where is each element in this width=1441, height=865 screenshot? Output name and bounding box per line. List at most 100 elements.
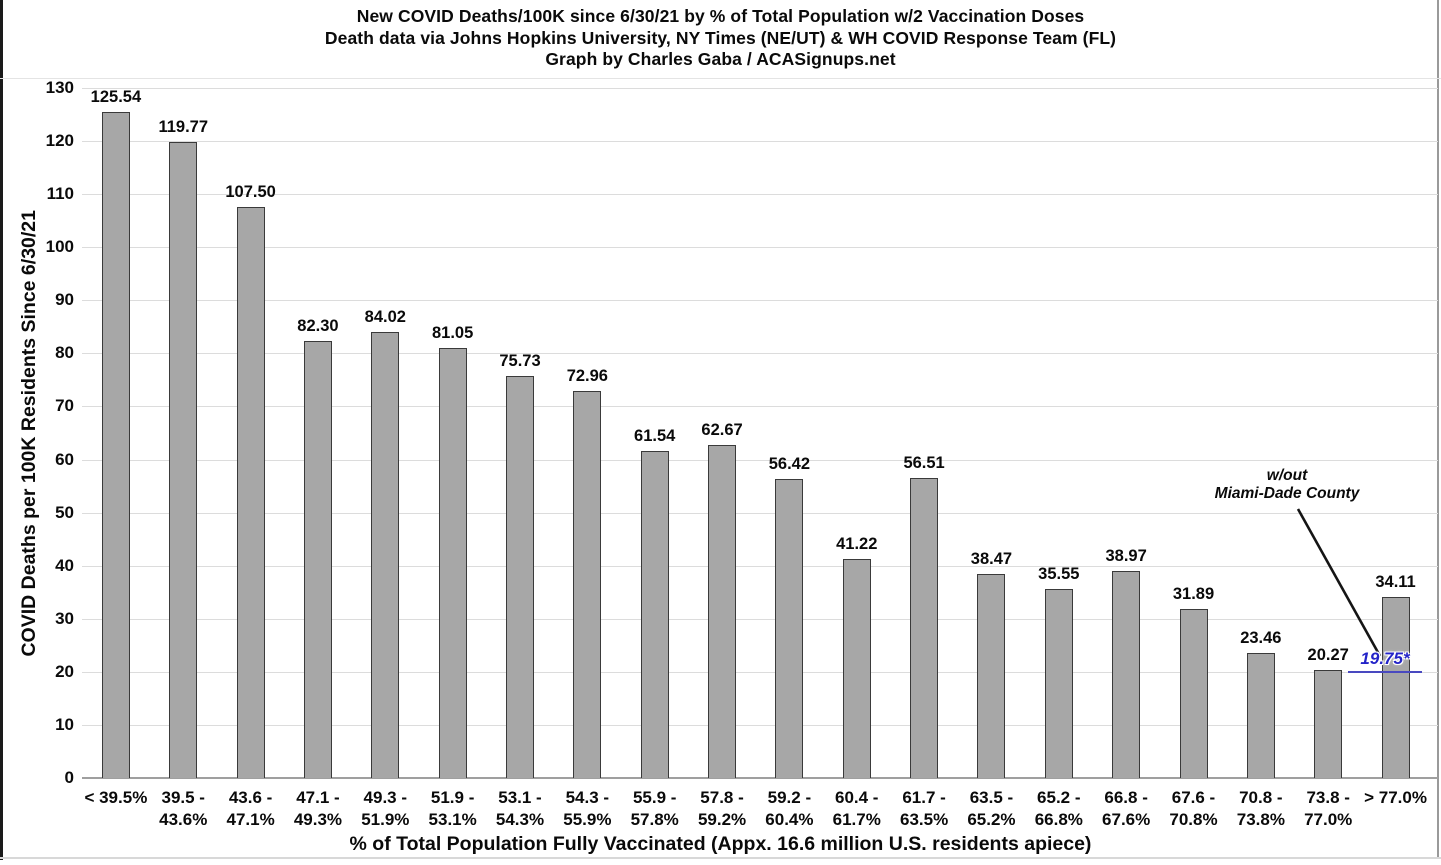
bar-value-label: 56.51: [903, 454, 945, 473]
x-tick-line: 55.9 -: [632, 788, 677, 807]
x-tick-line: 54.3%: [495, 810, 545, 829]
bar-60.4 - 61.7%: [842, 559, 871, 778]
bar-59.2 - 60.4%: [775, 478, 804, 778]
chart-title-block: New COVID Deaths/100K since 6/30/21 by %…: [0, 6, 1441, 71]
gridline-20: [82, 671, 1438, 673]
x-axis-title: % of Total Population Fully Vaccinated (…: [349, 833, 1092, 855]
x-tick-line: 66.8 -: [1104, 788, 1148, 807]
gridline-120: [82, 141, 1438, 143]
bar-49.3 - 51.9%: [371, 332, 400, 778]
x-tick-label: 51.9 - 53.1%: [419, 787, 486, 831]
x-tick-label: 47.1 - 49.3%: [284, 787, 351, 831]
x-tick-line: 39.5 -: [161, 788, 205, 807]
x-axis-tick-labels: < 39.5% 39.5 - 43.6% 43.6 - 47.1% 47.1 - 49.3%…: [82, 787, 1438, 835]
x-tick-line: 63.5 -: [969, 788, 1014, 807]
chart-title: New COVID Deaths/100K since 6/30/21 by %…: [356, 6, 1085, 26]
chart-subtitle-credit: Graph by Charles Gaba / ACASignups.net: [545, 49, 896, 69]
x-tick-label: 61.7 - 63.5%: [890, 787, 957, 831]
x-tick-label: 66.8 - 67.6%: [1092, 787, 1159, 831]
chart-subtitle-sources: Death data via Johns Hopkins University,…: [324, 27, 1117, 48]
bar-43.6 - 47.1%: [236, 207, 265, 778]
gridline-100: [82, 247, 1438, 249]
y-tick-label-50: 50: [55, 502, 74, 522]
x-tick-label: 55.9 - 57.8%: [621, 787, 688, 831]
x-tick-line: 53.1%: [428, 810, 477, 829]
bar-55.9 - 57.8%: [640, 451, 669, 778]
y-tick-label-30: 30: [55, 608, 74, 628]
bar-value-label: 41.22: [836, 535, 878, 554]
gridline-60: [82, 459, 1438, 461]
x-tick-line: 70.8 -: [1239, 788, 1283, 807]
x-tick-line: 70.8%: [1169, 810, 1218, 829]
x-tick-line: 73.8%: [1236, 810, 1285, 829]
bar-value-label: 75.73: [499, 352, 541, 371]
y-tick-label-120: 120: [45, 131, 74, 151]
bar-value-label: 72.96: [566, 366, 608, 385]
bar-value-label: 61.54: [634, 427, 676, 446]
gridline-90: [82, 300, 1438, 302]
x-tick-line: 60.4 -: [834, 788, 879, 807]
x-tick-line: 73.8 -: [1306, 788, 1350, 807]
x-tick-line: 55.9%: [563, 810, 612, 829]
bar-54.3 - 55.9%: [573, 390, 602, 778]
bar-value-label: 81.05: [431, 323, 474, 342]
x-tick-label: 60.4 - 61.7%: [823, 787, 890, 831]
x-tick-line: 61.7%: [832, 810, 881, 829]
x-tick-line: 59.2 -: [767, 788, 812, 807]
y-tick-label-100: 100: [45, 237, 74, 257]
bar-value-label: 125.54: [90, 87, 142, 106]
gridline-110: [82, 194, 1438, 196]
x-tick-line: 47.1 -: [296, 788, 340, 807]
y-tick-label-110: 110: [46, 184, 74, 204]
y-tick-label-40: 40: [55, 555, 74, 575]
y-tick-label-20: 20: [55, 661, 74, 681]
x-tick-line: 60.4%: [765, 810, 814, 829]
x-tick-line: 65.2 -: [1037, 788, 1081, 807]
bar-47.1 - 49.3%: [303, 341, 332, 778]
gridline-50: [82, 512, 1438, 514]
bar-< 39.5%: [101, 111, 130, 778]
bar-39.5 - 43.6%: [169, 142, 198, 778]
bar-53.1 - 54.3%: [506, 376, 534, 778]
x-tick-label: 54.3 - 55.9%: [554, 787, 621, 831]
y-tick-label-70: 70: [55, 396, 74, 416]
x-tick-label: 39.5 - 43.6%: [150, 787, 217, 831]
x-tick-line: 59.2%: [697, 810, 747, 829]
bar-value-label: 38.97: [1105, 547, 1147, 566]
x-tick-line: 65.2%: [967, 810, 1016, 829]
bar-value-label: 107.50: [225, 183, 276, 202]
gridline-40: [82, 565, 1438, 567]
y-tick-label-60: 60: [55, 449, 74, 469]
bar-value-label: 62.67: [701, 421, 743, 440]
title-separator-line: [0, 78, 1441, 79]
gridline-30: [82, 618, 1438, 620]
bar-value-label: 38.47: [970, 549, 1013, 568]
y-tick-label-130: 130: [45, 78, 74, 97]
bar-61.7 - 63.5%: [910, 478, 939, 778]
x-tick-label: 65.2 - 66.8%: [1025, 787, 1092, 831]
bar-67.6 - 70.8%: [1179, 608, 1208, 778]
x-tick-label: 70.8 - 73.8%: [1227, 787, 1294, 831]
y-tick-label-90: 90: [55, 290, 74, 310]
bar-57.8 - 59.2%: [708, 445, 737, 778]
x-tick-line: 61.7 -: [902, 788, 946, 807]
x-tick-line: 57.8%: [630, 810, 679, 829]
bar-value-label: 31.89: [1172, 584, 1215, 603]
annotation-label-line2: Miami-Dade County: [1214, 484, 1360, 502]
bar-63.5 - 65.2%: [977, 573, 1006, 778]
x-tick-label: 43.6 - 47.1%: [217, 787, 284, 831]
gridline-130: [82, 88, 1438, 89]
y-axis-tick-labels: 0 10 20 30 40 50 60 70 80 90 100 110 120 130: [0, 78, 74, 787]
x-tick-line: 77.0%: [1304, 810, 1353, 829]
bar-value-label: 35.55: [1038, 565, 1080, 584]
bar-value-label: 56.42: [768, 454, 811, 473]
x-tick-line: 49.3 -: [363, 788, 408, 807]
x-tick-line: 51.9%: [361, 810, 410, 829]
x-tick-label: 67.6 - 70.8%: [1160, 787, 1227, 831]
y-tick-label-80: 80: [55, 343, 74, 363]
window-left-border: [0, 0, 3, 860]
annotation-miami-dade: w/out Miami-Dade County: [1187, 467, 1387, 502]
bar-66.8 - 67.6%: [1112, 571, 1141, 778]
x-tick-line: 66.8%: [1034, 810, 1083, 829]
